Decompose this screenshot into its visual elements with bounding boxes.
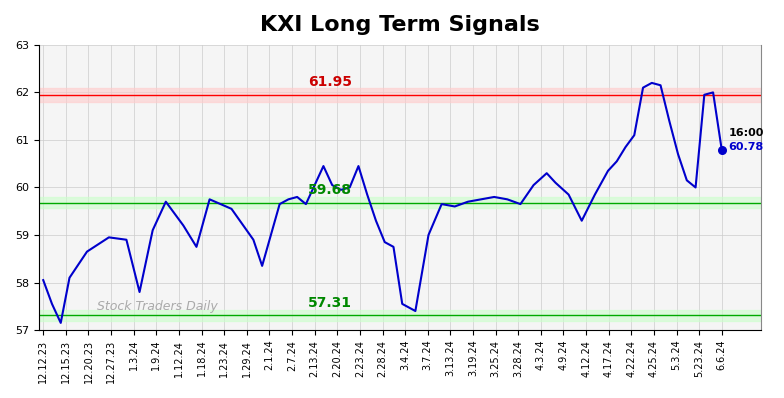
Bar: [39, 197, 761, 209]
Point: [716, 147, 728, 154]
Bar: [39, 310, 761, 321]
Text: Stock Traders Daily: Stock Traders Daily: [96, 300, 217, 313]
Text: 60.78: 60.78: [728, 142, 764, 152]
Text: 61.95: 61.95: [308, 75, 352, 89]
Title: KXI Long Term Signals: KXI Long Term Signals: [260, 15, 540, 35]
Text: 16:00: 16:00: [728, 128, 764, 138]
Bar: [39, 88, 761, 102]
Text: 59.68: 59.68: [308, 183, 352, 197]
Text: 57.31: 57.31: [308, 296, 352, 310]
